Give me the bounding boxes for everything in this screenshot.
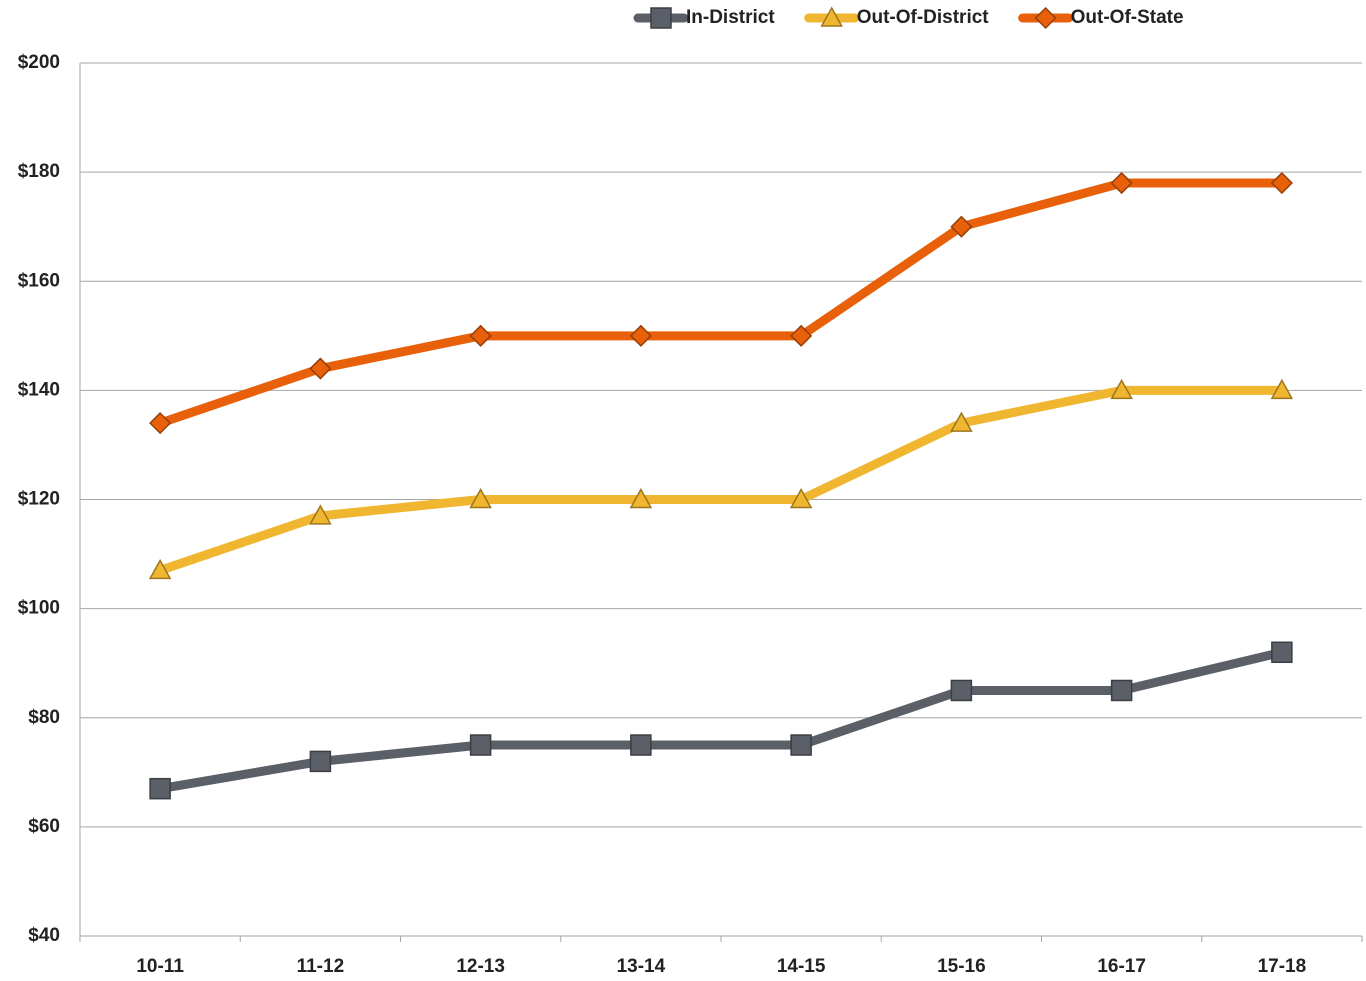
x-tick-label: 10-11 <box>136 956 184 977</box>
legend: In-District Out-Of-District Out-Of-State <box>633 6 1184 30</box>
legend-marker <box>1034 6 1057 30</box>
marker <box>1270 378 1294 400</box>
x-tick-label: 13-14 <box>617 956 666 977</box>
legend-label: Out-Of-State <box>1071 7 1184 28</box>
marker <box>148 558 172 580</box>
marker <box>789 487 813 509</box>
marker <box>309 750 332 773</box>
x-tick-label: 15-16 <box>937 956 986 977</box>
marker <box>309 357 332 380</box>
y-tick-label: $140 <box>18 379 60 400</box>
series-line <box>158 385 1282 575</box>
marker <box>149 412 172 435</box>
marker <box>1110 378 1133 400</box>
marker <box>629 487 653 509</box>
y-tick-label: $80 <box>28 707 60 728</box>
y-tick-label: $180 <box>18 161 60 182</box>
marker <box>1270 171 1293 195</box>
y-tick-label: $40 <box>28 925 60 946</box>
marker <box>629 324 652 347</box>
x-tick-label: 11-12 <box>297 956 345 977</box>
x-tick-label: 12-13 <box>456 956 505 977</box>
legend-marker <box>650 7 672 29</box>
y-tick-label: $160 <box>18 270 60 291</box>
x-tick-label: 16-17 <box>1097 956 1146 977</box>
marker <box>630 734 652 756</box>
marker <box>950 679 973 702</box>
x-tick-label: 17-18 <box>1258 956 1307 977</box>
marker <box>309 504 332 525</box>
legend-marker <box>820 6 843 27</box>
marker <box>469 734 492 756</box>
marker <box>950 411 973 432</box>
series-line <box>159 647 1283 794</box>
x-tick-label: 14-15 <box>777 956 826 977</box>
y-tick-label: $100 <box>18 598 60 619</box>
y-tick-label: $120 <box>18 489 60 510</box>
legend-label: Out-Of-District <box>857 7 990 28</box>
marker <box>1271 641 1293 664</box>
y-tick-label: $60 <box>28 816 60 837</box>
legend-label: In-District <box>686 7 775 28</box>
marker <box>790 734 812 756</box>
marker <box>950 215 973 238</box>
marker <box>790 324 813 347</box>
marker <box>1110 171 1133 195</box>
y-tick-label: $200 <box>18 52 60 73</box>
marker <box>469 324 492 347</box>
marker <box>1110 679 1133 702</box>
marker <box>469 487 492 509</box>
series-line <box>158 178 1282 428</box>
marker <box>149 777 171 800</box>
